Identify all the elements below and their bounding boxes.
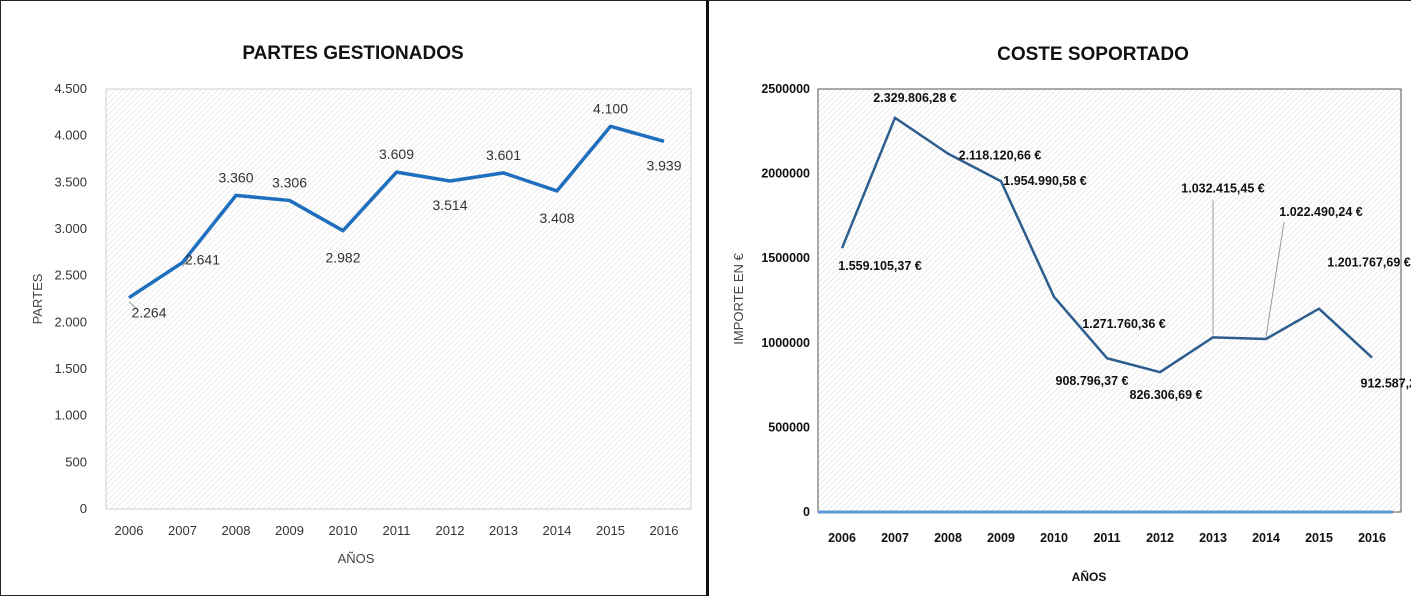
x-tick-label: 2009: [987, 531, 1015, 545]
x-tick-label: 2016: [650, 523, 679, 538]
y-tick-label: 2.000: [54, 314, 87, 329]
data-label: 912.587,21 €: [1361, 377, 1411, 391]
data-label: 3.306: [272, 174, 307, 190]
x-tick-label: 2006: [828, 531, 856, 545]
y-tick-label: 3.500: [54, 174, 87, 189]
data-label: 3.601: [486, 147, 521, 163]
data-label: 2.264: [131, 305, 166, 321]
plot-area: [817, 88, 1402, 513]
data-label: 1.022.490,24 €: [1279, 205, 1362, 219]
x-tick-label: 2007: [881, 531, 909, 545]
x-tick-label: 2008: [934, 531, 962, 545]
x-tick-label: 2012: [436, 523, 465, 538]
y-tick-label: 1.500: [54, 361, 87, 376]
x-tick-label: 2014: [1252, 531, 1280, 545]
y-tick-label: 2500000: [761, 82, 810, 96]
x-tick-label: 2013: [1199, 531, 1227, 545]
data-label: 2.329.806,28 €: [873, 91, 956, 105]
data-label: 1.559.105,37 €: [838, 259, 921, 273]
data-label: 3.514: [432, 197, 467, 213]
data-label: 3.360: [218, 169, 253, 185]
data-label: 908.796,37 €: [1056, 374, 1129, 388]
data-label: 1.201.767,69 €: [1327, 256, 1410, 270]
y-tick-label: 500000: [768, 420, 810, 434]
data-label: 2.641: [185, 252, 220, 268]
chart-title: COSTE SOPORTADO: [997, 44, 1189, 65]
data-label: 1.954.990,58 €: [1003, 174, 1086, 188]
leader-line: [128, 301, 138, 310]
data-label: 1.271.760,36 €: [1082, 317, 1165, 331]
data-label: 4.100: [593, 100, 628, 116]
y-tick-label: 1500000: [761, 251, 810, 265]
y-tick-label: 500: [65, 454, 87, 469]
y-tick-label: 3.000: [54, 221, 87, 236]
x-tick-label: 2016: [1358, 531, 1386, 545]
data-label: 2.118.120,66 €: [959, 149, 1042, 163]
x-tick-label: 2013: [489, 523, 518, 538]
x-tick-label: 2007: [168, 523, 197, 538]
x-tick-label: 2010: [329, 523, 358, 538]
chart-title: PARTES GESTIONADOS: [242, 43, 463, 64]
y-tick-label: 2000000: [761, 167, 810, 181]
y-tick-label: 0: [803, 505, 810, 519]
x-axis-label: AÑOS: [1072, 569, 1107, 584]
chart-panel-coste: COSTE SOPORTADO AÑOS IMPORTE EN € 0 50000…: [706, 0, 1411, 596]
data-label: 3.609: [379, 146, 414, 162]
chart-partes-svg: PARTES GESTIONADOS AÑOS PARTES 0 500 1.000…: [30, 43, 692, 566]
chart-panel-partes: PARTES GESTIONADOS AÑOS PARTES 0 500 1.000…: [0, 0, 707, 596]
x-tick-label: 2009: [275, 523, 304, 538]
y-tick-label: 4.500: [54, 81, 87, 96]
y-tick-label: 1.000: [54, 408, 87, 423]
x-tick-label: 2014: [543, 523, 572, 538]
data-label: 826.306,69 €: [1130, 388, 1203, 402]
x-tick-label: 2008: [222, 523, 251, 538]
plot-area: [105, 88, 692, 510]
x-axis-label: AÑOS: [338, 551, 375, 566]
x-tick-label: 2012: [1146, 531, 1174, 545]
leader-line: [182, 255, 191, 267]
x-tick-label: 2010: [1040, 531, 1068, 545]
y-tick-label: 2.500: [54, 268, 87, 283]
x-tick-label: 2015: [1305, 531, 1333, 545]
y-tick-label: 4.000: [54, 128, 87, 143]
y-axis-label: IMPORTE EN €: [731, 252, 746, 344]
y-tick-label: 1000000: [761, 336, 810, 350]
leader-line: [1265, 221, 1285, 338]
x-tick-label: 2011: [1093, 531, 1120, 545]
y-tick-label: 0: [80, 501, 87, 516]
data-label: 2.982: [325, 250, 360, 266]
x-tick-label: 2006: [115, 523, 144, 538]
chart-coste-svg: COSTE SOPORTADO AÑOS IMPORTE EN € 0 50000…: [731, 44, 1411, 584]
x-tick-label: 2011: [383, 523, 411, 538]
data-label: 3.408: [539, 210, 574, 226]
x-tick-label: 2015: [596, 523, 625, 538]
data-label: 1.032.415,45 €: [1181, 181, 1264, 195]
data-label: 3.939: [646, 157, 681, 173]
y-axis-label: PARTES: [30, 273, 45, 324]
